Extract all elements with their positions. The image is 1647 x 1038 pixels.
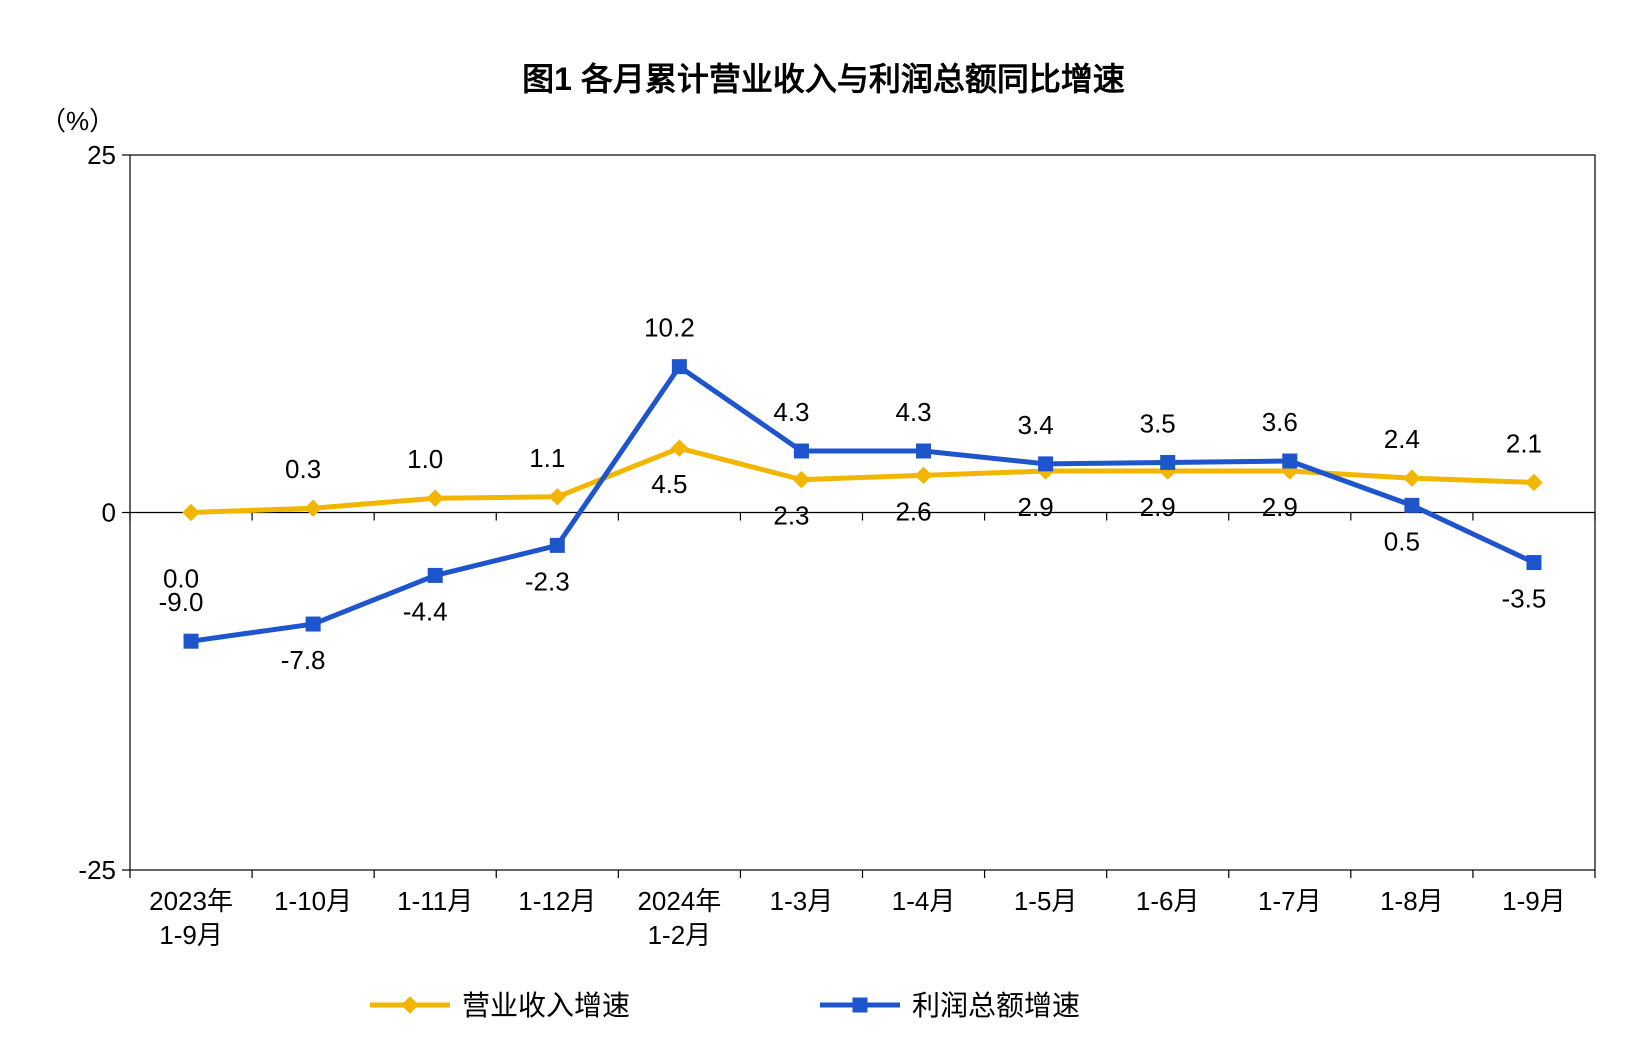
x-tick-label: 1-4月 (892, 886, 956, 916)
marker-square (794, 444, 808, 458)
data-label: 2.1 (1506, 428, 1542, 458)
x-tick-label: 1-12月 (518, 886, 596, 916)
marker-square (550, 538, 564, 552)
data-label: -7.8 (281, 645, 326, 675)
marker-square (1527, 556, 1541, 570)
x-tick-label: 1-7月 (1258, 886, 1322, 916)
marker-square (1283, 454, 1297, 468)
data-label: 2.9 (1140, 492, 1176, 522)
data-label: 2.9 (1018, 492, 1054, 522)
x-tick-label: 1-6月 (1136, 886, 1200, 916)
data-label: 1.0 (407, 444, 443, 474)
data-label: 0.5 (1384, 526, 1420, 556)
data-label: -9.0 (159, 587, 204, 617)
marker-square (1039, 457, 1053, 471)
x-tick-label: 1-8月 (1380, 886, 1444, 916)
x-tick-label: 1-11月 (397, 886, 473, 916)
chart-container: 图1 各月累计营业收入与利润总额同比增速（%）-250252023年1-9月1-… (0, 0, 1647, 1038)
y-tick-label: -25 (78, 855, 116, 885)
data-label: 3.6 (1262, 407, 1298, 437)
data-label: 4.3 (773, 397, 809, 427)
marker-square (428, 568, 442, 582)
data-label: 3.4 (1018, 410, 1054, 440)
marker-square (184, 634, 198, 648)
x-tick-label: 1-9月 (1502, 886, 1566, 916)
data-label: -4.4 (403, 596, 448, 626)
chart-bg (0, 0, 1647, 1038)
data-label: 2.6 (895, 496, 931, 526)
x-tick-label: 1-10月 (274, 886, 352, 916)
data-label: 4.3 (895, 397, 931, 427)
data-label: 3.5 (1140, 408, 1176, 438)
chart-title: 图1 各月累计营业收入与利润总额同比增速 (522, 61, 1125, 97)
chart-svg: 图1 各月累计营业收入与利润总额同比增速（%）-250252023年1-9月1-… (0, 0, 1647, 1038)
data-label: 2.3 (773, 501, 809, 531)
legend-label: 营业收入增速 (462, 990, 630, 1021)
x-tick-label: 1-5月 (1014, 886, 1078, 916)
x-tick-label: 1-3月 (770, 886, 834, 916)
legend-label: 利润总额增速 (912, 990, 1080, 1021)
legend-marker-square (853, 998, 867, 1012)
data-label: 4.5 (651, 469, 687, 499)
data-label: 0.3 (285, 454, 321, 484)
data-label: 2.4 (1384, 424, 1420, 454)
marker-square (306, 617, 320, 631)
y-tick-label: 0 (102, 498, 116, 528)
data-label: -3.5 (1502, 584, 1547, 614)
data-label: 2.9 (1262, 492, 1298, 522)
marker-square (672, 360, 686, 374)
marker-square (1161, 455, 1175, 469)
data-label: 10.2 (644, 313, 695, 343)
marker-square (917, 444, 931, 458)
data-label: 1.1 (529, 443, 565, 473)
marker-square (1405, 498, 1419, 512)
y-tick-label: 25 (87, 140, 116, 170)
data-label: -2.3 (525, 566, 570, 596)
y-unit-label: （%） (40, 106, 115, 136)
